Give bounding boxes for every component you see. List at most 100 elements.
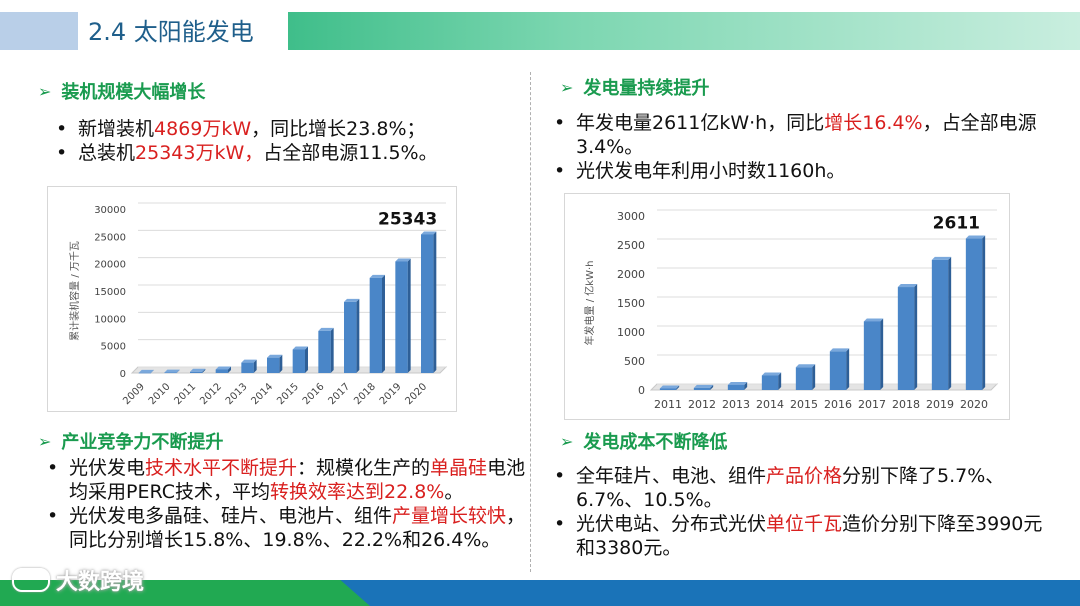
bar-side [982,235,986,390]
bar-top [863,318,884,322]
page-title: 2.4 太阳能发电 [88,18,254,46]
bar-side [676,385,680,390]
header-left-bar [0,12,78,50]
bar-top [897,284,918,288]
bar [795,367,813,390]
watermark-logo-icon [12,568,50,592]
bar-top [795,364,816,368]
bar-side [744,381,748,390]
bar-top [318,327,334,331]
bar-side [812,364,816,390]
x-tick-label: 2016 [301,381,327,407]
bar-top [965,235,986,239]
section-cost-title: ➢ 发电成本不断降低 [560,428,727,454]
bar [693,387,711,390]
y-tick-label: 25000 [94,232,126,243]
y-tick-label: 2500 [617,239,645,252]
bar-side [914,284,918,390]
bar [190,371,203,373]
bar [761,375,779,390]
bar-side [227,366,231,373]
bar-top [727,381,748,385]
bar-side [356,298,360,373]
annual-generation-chart: 0 500 1000 1500 2000 2500 3000 2011 2012 2013 2014… [564,193,1010,420]
bar-side [279,354,283,373]
bar [727,384,745,390]
bar-side [880,318,884,390]
y-tick-label: 10000 [94,314,126,325]
list-item: 光伏发电年利用小时数1160h。 [552,159,1052,183]
y-tick-label: 0 [120,369,126,380]
x-tick-label: 2018 [352,381,378,407]
x-tick-label: 2014 [250,381,276,407]
bar-top [138,369,154,373]
data-label: 25343 [378,209,437,229]
bar [164,372,177,374]
bar-side [202,368,206,373]
y-tick-label: 5000 [101,342,126,353]
bar [344,301,357,373]
bar-top [395,258,411,262]
list-item: 总装机25343万kW，占全部电源11.5%。 [54,141,524,165]
bar-top [761,372,782,376]
chevron-right-icon: ➢ [38,81,52,101]
x-tick-label: 2009 [121,381,147,407]
x-tick-label: 2012 [688,398,716,411]
bar-side [778,372,782,390]
x-tick-label: 2020 [404,381,430,407]
x-tick-label: 2013 [722,398,750,411]
bar [931,259,949,390]
bar-top [931,256,952,260]
bar [241,362,254,373]
y-tick-label: 20000 [94,260,126,271]
x-tick-label: 2011 [654,398,682,411]
bar [267,357,280,373]
generation-bullets: 年发电量2611亿kW·h，同比增长16.4%，占全部电源3.4%。 光伏发电年… [552,111,1052,183]
section-install-title: ➢ 装机规模大幅增长 [38,78,205,104]
chevron-right-icon: ➢ [38,431,52,451]
section-generation-title: ➢ 发电量持续提升 [560,74,709,100]
bar [215,369,228,373]
x-tick-label: 2010 [147,381,173,407]
bar-top [267,354,283,358]
bar-top [190,368,206,372]
section-cost-title-text: 发电成本不断降低 [583,432,728,453]
cost-bullets: 全年硅片、电池、组件产品价格分别下降了5.7%、6.7%、10.5%。 光伏电站… [552,464,1047,560]
y-tick-label: 3000 [617,210,645,223]
footer-green-bar [0,580,370,606]
bar-side [407,258,411,373]
bar-side [710,384,714,390]
bar-top [693,384,714,388]
x-tick-label: 2019 [378,381,404,407]
x-tick-label: 2011 [173,381,199,407]
x-tick-label: 2015 [275,381,301,407]
bar-top [369,274,385,278]
x-tick-label: 2017 [327,381,353,407]
section-install-title-text: 装机规模大幅增长 [61,82,206,103]
bar [292,349,305,373]
bar-top [829,348,850,352]
list-item: 年发电量2611亿kW·h，同比增长16.4%，占全部电源3.4%。 [552,111,1052,159]
bar-top [344,298,360,302]
x-tick-label: 2016 [824,398,852,411]
bar-side [381,274,385,373]
bar [829,351,847,390]
y-tick-label: 500 [624,355,645,368]
section-competitiveness-title: ➢ 产业竞争力不断提升 [38,428,223,454]
bar-top [164,369,180,373]
column-divider [530,72,531,572]
installed-capacity-chart: 0 5000 10000 15000 20000 25000 30000 2009 2010 20… [47,186,457,412]
y-axis-label: 年发电量 / 亿kW·h [583,261,596,346]
list-item: 光伏发电技术水平不断提升：规模化生产的单晶硅电池均采用PERC技术，平均转换效率… [45,456,533,504]
y-tick-label: 1500 [617,297,645,310]
annual-generation-chart-svg: 0 500 1000 1500 2000 2500 3000 2011 2012 2013 2014… [583,209,999,411]
bar-side [253,359,257,373]
x-tick-label: 2012 [198,381,224,407]
bar-side [150,369,154,373]
x-tick-label: 2018 [892,398,920,411]
bar-side [433,231,437,373]
y-tick-label: 30000 [94,205,126,216]
list-item: 光伏电站、分布式光伏单位千瓦造价分别下降至3990元和3380元。 [552,512,1047,560]
bar [965,238,983,390]
bar [421,234,434,373]
